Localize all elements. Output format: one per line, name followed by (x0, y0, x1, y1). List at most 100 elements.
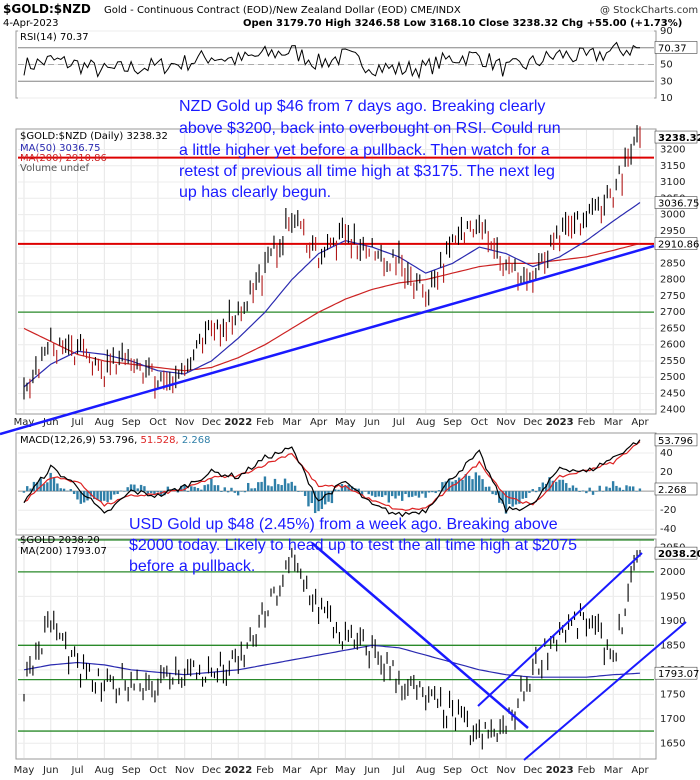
macd-histogram-bar (260, 481, 263, 492)
x-tick-label: Jun (42, 765, 59, 776)
macd-histogram-bar (367, 491, 370, 495)
ohlc-label: Open 3179.70 High 3246.58 Low 3168.10 Cl… (243, 18, 682, 29)
x-tick-label: Jul (392, 417, 405, 428)
macd-histogram-bar (638, 488, 642, 492)
macd-histogram-bar (283, 478, 287, 492)
x-tick-label: 2022 (224, 765, 252, 776)
macd-histogram-bar (307, 491, 310, 507)
macd-histogram-bar (494, 491, 498, 496)
macd-histogram-bar (384, 491, 387, 496)
macd-histogram-bar (608, 487, 611, 492)
macd-histogram-bar (441, 482, 444, 492)
symbol-label: $GOLD:$NZD (3, 2, 91, 16)
value-badge-label: 70.37 (658, 43, 687, 54)
x-tick-label: Aug (416, 417, 436, 428)
macd-histogram-bar (444, 481, 447, 492)
x-tick-label: Sep (122, 417, 141, 428)
macd-histogram-bar (293, 485, 297, 492)
x-tick-label: Apr (310, 765, 328, 776)
macd-histogram-bar (374, 491, 377, 498)
usd-annotation-line: before a pullback. (129, 558, 255, 575)
macd-histogram-bar (290, 481, 293, 492)
macd-histogram-bar (424, 491, 427, 498)
x-tick-label: 2023 (546, 417, 574, 428)
x-tick-label: Jul (392, 765, 405, 776)
macd-histogram-bar (300, 491, 303, 492)
macd-histogram-bar (180, 485, 183, 492)
macd-histogram-bar (200, 489, 203, 492)
x-tick-label: Sep (443, 765, 462, 776)
usd-annotation-line: USD Gold up $48 (2.45%) from a week ago.… (129, 516, 558, 533)
macd-histogram-bar (76, 491, 79, 500)
value-badge-label: 3036.75 (658, 199, 699, 210)
x-tick-label: May (335, 765, 356, 776)
macd-histogram-bar (518, 491, 521, 504)
macd-histogram-bar (36, 482, 39, 492)
macd-histogram-bar (183, 484, 186, 492)
macd-histogram-bar (39, 478, 42, 492)
macd-histogram-bar (478, 475, 481, 492)
macd-histogram-bar (337, 489, 340, 492)
macd-histogram-bar (431, 491, 434, 493)
y-tick-label: 2950 (660, 226, 685, 237)
value-badge (654, 666, 698, 680)
macd-histogram-bar (461, 479, 464, 492)
macd-histogram-bar (481, 479, 484, 492)
macd-histogram-bar (350, 486, 354, 492)
usd-annotation-line: $2000 today. Likely to head up to test t… (129, 537, 577, 554)
y-tick-label: 30 (660, 76, 673, 87)
x-tick-label: Dec (523, 417, 542, 428)
macd-line (23, 439, 641, 518)
macd-histogram-bar (156, 491, 160, 493)
macd-histogram-bar (113, 491, 116, 495)
macd-histogram-bar (99, 491, 103, 502)
macd-histogram-bar (615, 485, 618, 492)
macd-histogram-bar (491, 491, 494, 495)
ma50-legend: MA(50) 3036.75 (20, 143, 101, 154)
macd-histogram-bar (565, 483, 568, 492)
macd-histogram-bar (370, 491, 374, 496)
macd-histogram-bar (334, 489, 337, 492)
macd-histogram-bar (93, 491, 96, 500)
value-badge (654, 482, 698, 496)
value-badge (654, 237, 698, 250)
nzd-annotation-line: above $3200, back into overbought on RSI… (179, 120, 561, 137)
x-tick-label: Feb (256, 765, 274, 776)
macd-histogram-bar (451, 481, 454, 492)
macd-histogram-bar (467, 475, 471, 492)
x-tick-label: Oct (471, 417, 488, 428)
macd-histogram-bar (397, 491, 401, 496)
rsi-legend: RSI(14) 70.37 (20, 32, 89, 43)
y-tick-label: 1750 (660, 689, 685, 700)
macd-histogram-bar (257, 482, 260, 492)
x-tick-label: Mar (604, 765, 624, 776)
macd-histogram-bar (186, 491, 190, 492)
macd-histogram-bar (427, 491, 431, 493)
macd-histogram-bar (457, 477, 461, 492)
macd-histogram-bar (166, 486, 170, 492)
macd-histogram-bar (230, 487, 233, 492)
x-tick-label: Apr (631, 417, 649, 428)
macd-histogram-bar (206, 484, 210, 492)
macd-histogram-bar (56, 483, 59, 492)
macd-histogram-bar (277, 484, 280, 492)
macd-histogram-bar (421, 491, 424, 494)
macd-histogram-bar (558, 479, 561, 492)
y-tick-label: 1850 (660, 640, 685, 651)
y-tick-label: 2700 (660, 307, 685, 318)
macd-histogram-bar (454, 480, 457, 492)
y-tick-label: 1900 (660, 616, 685, 627)
usd-downtrend-line (311, 542, 529, 729)
y-tick-label: -40 (660, 524, 676, 535)
trendlines-layer (0, 244, 687, 761)
x-tick-label: Feb (578, 417, 596, 428)
macd-histogram-bar (119, 490, 123, 492)
usd-channel-lower-line (523, 621, 687, 761)
macd-histogram-bar (364, 491, 367, 492)
macd-histogram-bar (437, 490, 441, 492)
y-tick-label: 90 (660, 26, 673, 37)
macd-histogram-bar (240, 491, 243, 492)
macd-histogram-bar (297, 491, 300, 492)
macd-histogram-bar (404, 491, 407, 495)
